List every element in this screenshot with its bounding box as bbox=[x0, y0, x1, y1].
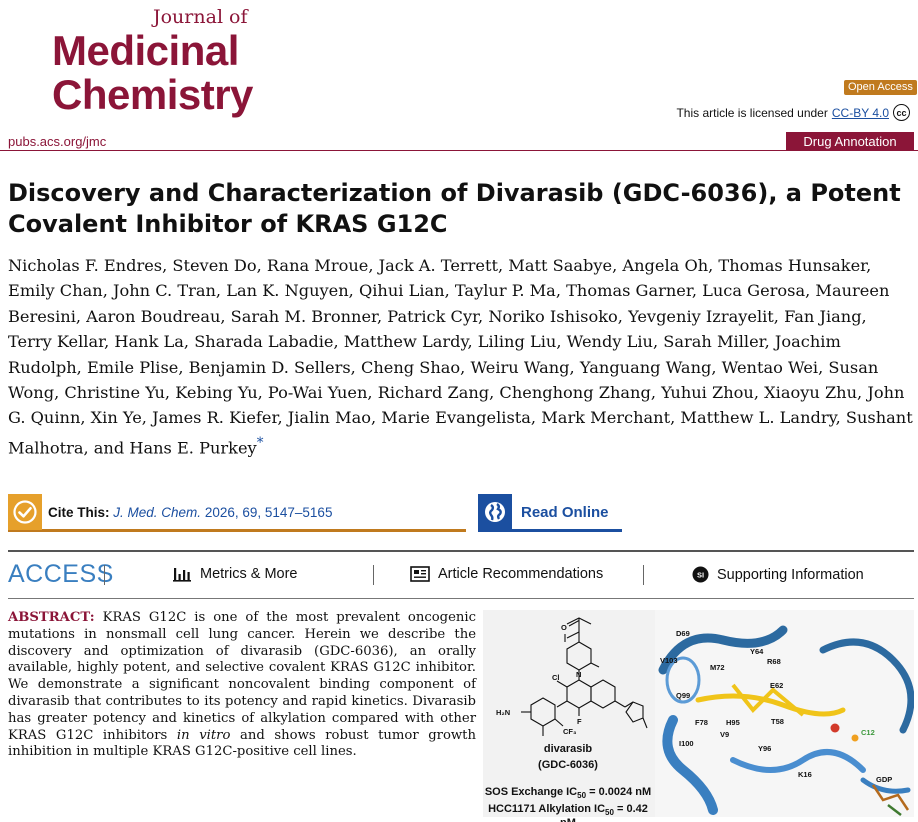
metrics-label: Metrics & More bbox=[200, 566, 298, 582]
residue-label: Y96 bbox=[758, 744, 771, 753]
si-icon: SI bbox=[692, 566, 709, 583]
license-notice: This article is licensed under CC-BY 4.0… bbox=[676, 104, 910, 121]
residue-label: GDP bbox=[876, 775, 892, 784]
residue-label: R68 bbox=[767, 657, 781, 666]
residue-label: F78 bbox=[695, 718, 708, 727]
residue-label: T58 bbox=[771, 717, 784, 726]
article-recommendations-link[interactable]: Article Recommendations bbox=[410, 566, 603, 582]
license-prefix: This article is licensed under bbox=[676, 105, 828, 120]
toc-graphic: Cl N F H₂N CF₃ O D69 Y64 R68 M72 V103 bbox=[483, 610, 914, 822]
residue-label: H95 bbox=[726, 718, 740, 727]
journal-url[interactable]: pubs.acs.org/jmc bbox=[8, 134, 107, 149]
journal-logo-line1: Medicinal bbox=[52, 27, 239, 74]
article-title: Discovery and Characterization of Divara… bbox=[8, 179, 901, 238]
cite-details[interactable]: 2026, 69, 5147–5165 bbox=[204, 505, 333, 520]
check-icon bbox=[8, 494, 42, 530]
protein-structure bbox=[655, 610, 914, 817]
toc-illustration: Cl N F H₂N CF₃ O D69 Y64 R68 M72 V103 bbox=[496, 610, 914, 817]
cite-text: Cite This: J. Med. Chem. 2026, 69, 5147–… bbox=[48, 505, 332, 520]
corresponding-author-mark[interactable]: * bbox=[256, 434, 264, 451]
residue-label: C12 bbox=[861, 728, 875, 737]
license-link[interactable]: CC-BY 4.0 bbox=[831, 105, 889, 120]
chloro-atom-label: Cl bbox=[552, 673, 560, 682]
access-separator bbox=[643, 565, 644, 585]
access-separator bbox=[373, 565, 374, 585]
author-list: Nicholas F. Endres, Steven Do, Rana Mrou… bbox=[8, 253, 914, 461]
residue-label: K16 bbox=[798, 770, 812, 779]
cite-label: Cite This: bbox=[48, 505, 110, 520]
access-label: ACCESS bbox=[8, 560, 114, 588]
residue-label: E62 bbox=[770, 681, 783, 690]
cite-journal[interactable]: J. Med. Chem. bbox=[113, 505, 202, 520]
fluoro-atom-label: F bbox=[577, 717, 582, 726]
metrics-and-more-link[interactable]: Metrics & More bbox=[173, 566, 298, 582]
recommendations-label: Article Recommendations bbox=[438, 566, 604, 582]
supporting-information-link[interactable]: SI Supporting Information bbox=[692, 566, 864, 583]
residue-label: I100 bbox=[679, 739, 694, 748]
cc-icon: cc bbox=[893, 104, 910, 121]
bar-chart-icon bbox=[173, 568, 191, 582]
abstract-italic: in vitro bbox=[176, 727, 231, 743]
journal-logo: Journal of Medicinal Chemistry bbox=[52, 4, 253, 124]
residue-label: M72 bbox=[710, 663, 725, 672]
read-online-button[interactable]: Read Online bbox=[478, 494, 622, 532]
hcc1171-alkylation-ic50: HCC1171 Alkylation IC50 = 0.42 nM bbox=[488, 803, 648, 822]
svg-text:SI: SI bbox=[697, 571, 704, 580]
access-separator bbox=[104, 565, 105, 585]
residue-labels: D69 Y64 R68 M72 V103 E62 Q99 F78 H95 T58… bbox=[660, 629, 892, 784]
newspaper-icon bbox=[410, 566, 430, 582]
oxygen-atom-label: O bbox=[561, 623, 567, 632]
cite-this-box[interactable]: Cite This: J. Med. Chem. 2026, 69, 5147–… bbox=[8, 494, 466, 532]
residue-label: V103 bbox=[660, 656, 678, 665]
abstract: ABSTRACT: KRAS G12C is one of the most p… bbox=[8, 610, 476, 761]
amine-label: H₂N bbox=[496, 708, 510, 717]
read-online-label: Read Online bbox=[521, 504, 609, 521]
sos-exchange-ic50: SOS Exchange IC50 = 0.0024 nM bbox=[484, 786, 652, 801]
open-access-badge: Open Access bbox=[844, 80, 917, 95]
supporting-info-label: Supporting Information bbox=[717, 566, 864, 583]
access-top-rule bbox=[8, 550, 914, 552]
globe-icon bbox=[478, 494, 512, 530]
residue-label: Y64 bbox=[750, 647, 764, 656]
nitrogen-atom-label: N bbox=[576, 670, 581, 679]
compound-name: divarasib bbox=[543, 743, 593, 755]
residue-label: Q99 bbox=[676, 691, 690, 700]
abstract-label: ABSTRACT: bbox=[8, 610, 95, 625]
chemical-structure bbox=[521, 617, 648, 736]
residue-label: V9 bbox=[720, 730, 729, 739]
author-names: Nicholas F. Endres, Steven Do, Rana Mrou… bbox=[8, 256, 913, 458]
article-type-badge: Drug Annotation bbox=[786, 132, 914, 151]
residue-label: D69 bbox=[676, 629, 690, 638]
trifluoromethyl-label: CF₃ bbox=[563, 727, 577, 736]
compound-code: (GDC-6036) bbox=[538, 759, 598, 771]
journal-logo-small: Journal of bbox=[153, 6, 248, 28]
abstract-text-1: KRAS G12C is one of the most prevalent o… bbox=[8, 610, 476, 743]
abstract-text-2: and shows robust tumor growth inhibition… bbox=[8, 727, 476, 760]
journal-logo-line2: Chemistry bbox=[52, 71, 253, 118]
header-divider bbox=[0, 150, 918, 151]
access-bottom-rule bbox=[8, 598, 914, 599]
